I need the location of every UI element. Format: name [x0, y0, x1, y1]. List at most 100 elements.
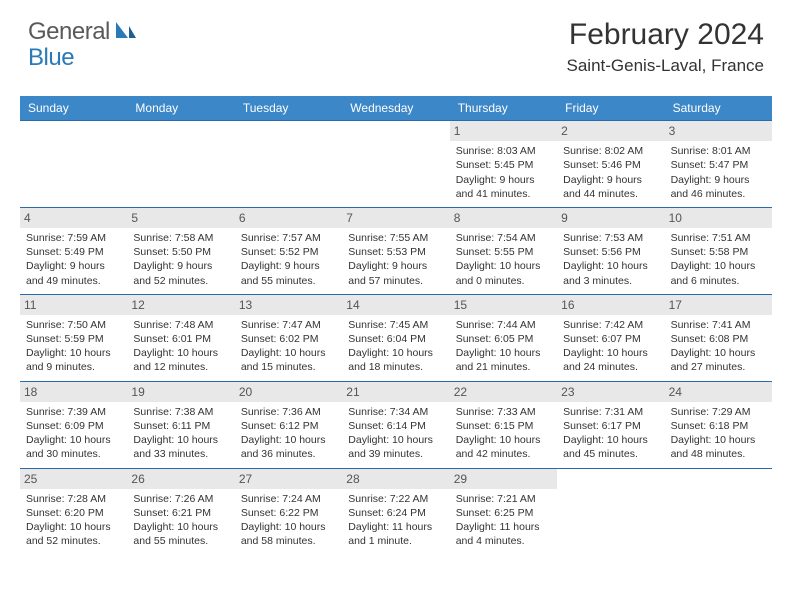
- calendar-empty-cell: [127, 120, 234, 207]
- month-title: February 2024: [567, 18, 764, 52]
- day-details: Sunrise: 7:22 AMSunset: 6:24 PMDaylight:…: [346, 492, 445, 549]
- location-subtitle: Saint-Genis-Laval, France: [567, 56, 764, 76]
- calendar-day-cell: 4Sunrise: 7:59 AMSunset: 5:49 PMDaylight…: [20, 207, 127, 294]
- day-details: Sunrise: 7:38 AMSunset: 6:11 PMDaylight:…: [131, 405, 230, 462]
- calendar-day-cell: 18 Sunrise: 7:39 AMSunset: 6:09 PMDayligh…: [20, 381, 127, 468]
- calendar-day-cell: 19 Sunrise: 7:38 AMSunset: 6:11 PMDayligh…: [127, 381, 234, 468]
- weekday-header-cell: Monday: [127, 96, 234, 120]
- calendar-day-cell: 28 Sunrise: 7:22 AMSunset: 6:24 PMDayligh…: [342, 468, 449, 555]
- calendar-day-cell: 8 Sunrise: 7:54 AMSunset: 5:55 PMDaylight…: [450, 207, 557, 294]
- weekday-header-cell: Friday: [557, 96, 664, 120]
- day-number: 14: [342, 295, 449, 315]
- day-number: 17: [665, 295, 772, 315]
- calendar-day-cell: 7 Sunrise: 7:55 AMSunset: 5:53 PMDaylight…: [342, 207, 449, 294]
- day-number: 22: [450, 382, 557, 402]
- calendar-body: 1 Sunrise: 8:03 AMSunset: 5:45 PMDaylight…: [20, 120, 772, 554]
- day-number: 16: [557, 295, 664, 315]
- calendar-day-cell: 22 Sunrise: 7:33 AMSunset: 6:15 PMDayligh…: [450, 381, 557, 468]
- day-details: Sunrise: 7:54 AMSunset: 5:55 PMDaylight:…: [454, 231, 553, 288]
- logo-sail-icon: [114, 20, 136, 45]
- calendar-day-cell: 12 Sunrise: 7:48 AMSunset: 6:01 PMDayligh…: [127, 294, 234, 381]
- day-details: Sunrise: 7:44 AMSunset: 6:05 PMDaylight:…: [454, 318, 553, 375]
- logo-text-blue: Blue: [28, 44, 74, 71]
- day-details: Sunrise: 7:57 AMSunset: 5:52 PMDaylight:…: [239, 231, 338, 288]
- calendar-day-cell: 21 Sunrise: 7:34 AMSunset: 6:14 PMDayligh…: [342, 381, 449, 468]
- day-details: Sunrise: 7:29 AMSunset: 6:18 PMDaylight:…: [669, 405, 768, 462]
- day-details: Sunrise: 7:47 AMSunset: 6:02 PMDaylight:…: [239, 318, 338, 375]
- day-number: 15: [450, 295, 557, 315]
- calendar-empty-cell: [665, 468, 772, 555]
- calendar-day-cell: 5Sunrise: 7:58 AMSunset: 5:50 PMDaylight…: [127, 207, 234, 294]
- day-number: 19: [127, 382, 234, 402]
- weekday-header-cell: Tuesday: [235, 96, 342, 120]
- day-details: Sunrise: 7:45 AMSunset: 6:04 PMDaylight:…: [346, 318, 445, 375]
- calendar-day-cell: 3 Sunrise: 8:01 AMSunset: 5:47 PMDaylight…: [665, 120, 772, 207]
- day-details: Sunrise: 7:41 AMSunset: 6:08 PMDaylight:…: [669, 318, 768, 375]
- calendar-empty-cell: [557, 468, 664, 555]
- day-number: 29: [450, 469, 557, 489]
- day-number: 28: [342, 469, 449, 489]
- day-number: 8: [450, 208, 557, 228]
- day-number: 12: [127, 295, 234, 315]
- calendar-day-cell: 27 Sunrise: 7:24 AMSunset: 6:22 PMDayligh…: [235, 468, 342, 555]
- day-details: Sunrise: 7:21 AMSunset: 6:25 PMDaylight:…: [454, 492, 553, 549]
- day-number: 18: [20, 382, 127, 402]
- calendar-weekday-header: SundayMondayTuesdayWednesdayThursdayFrid…: [20, 96, 772, 120]
- logo-blue-line: Blue: [28, 44, 74, 72]
- weekday-header-cell: Saturday: [665, 96, 772, 120]
- logo: General: [28, 18, 138, 46]
- calendar-day-cell: 13 Sunrise: 7:47 AMSunset: 6:02 PMDayligh…: [235, 294, 342, 381]
- day-number: 2: [557, 121, 664, 141]
- day-number: 27: [235, 469, 342, 489]
- calendar-day-cell: 1 Sunrise: 8:03 AMSunset: 5:45 PMDaylight…: [450, 120, 557, 207]
- day-number: 20: [235, 382, 342, 402]
- calendar-empty-cell: [342, 120, 449, 207]
- title-block: February 2024 Saint-Genis-Laval, France: [567, 18, 764, 76]
- calendar-day-cell: 14 Sunrise: 7:45 AMSunset: 6:04 PMDayligh…: [342, 294, 449, 381]
- day-number: 6: [235, 208, 342, 228]
- day-details: Sunrise: 7:36 AMSunset: 6:12 PMDaylight:…: [239, 405, 338, 462]
- day-number: 5: [127, 208, 234, 228]
- calendar-day-cell: 10Sunrise: 7:51 AMSunset: 5:58 PMDayligh…: [665, 207, 772, 294]
- calendar-day-cell: 20 Sunrise: 7:36 AMSunset: 6:12 PMDayligh…: [235, 381, 342, 468]
- day-number: 13: [235, 295, 342, 315]
- day-number: 23: [557, 382, 664, 402]
- calendar-day-cell: 17 Sunrise: 7:41 AMSunset: 6:08 PMDayligh…: [665, 294, 772, 381]
- calendar-day-cell: 9 Sunrise: 7:53 AMSunset: 5:56 PMDaylight…: [557, 207, 664, 294]
- calendar-day-cell: 2Sunrise: 8:02 AMSunset: 5:46 PMDaylight…: [557, 120, 664, 207]
- weekday-header-cell: Sunday: [20, 96, 127, 120]
- day-details: Sunrise: 7:34 AMSunset: 6:14 PMDaylight:…: [346, 405, 445, 462]
- weekday-header-cell: Wednesday: [342, 96, 449, 120]
- day-details: Sunrise: 7:53 AMSunset: 5:56 PMDaylight:…: [561, 231, 660, 288]
- day-number: 3: [665, 121, 772, 141]
- day-number: 11: [20, 295, 127, 315]
- day-details: Sunrise: 7:48 AMSunset: 6:01 PMDaylight:…: [131, 318, 230, 375]
- day-details: Sunrise: 7:31 AMSunset: 6:17 PMDaylight:…: [561, 405, 660, 462]
- day-details: Sunrise: 7:28 AMSunset: 6:20 PMDaylight:…: [24, 492, 123, 549]
- calendar-day-cell: 29 Sunrise: 7:21 AMSunset: 6:25 PMDayligh…: [450, 468, 557, 555]
- day-number: 24: [665, 382, 772, 402]
- day-number: 26: [127, 469, 234, 489]
- day-details: Sunrise: 7:59 AMSunset: 5:49 PMDaylight:…: [24, 231, 123, 288]
- weekday-header-cell: Thursday: [450, 96, 557, 120]
- day-number: 9: [557, 208, 664, 228]
- day-details: Sunrise: 7:55 AMSunset: 5:53 PMDaylight:…: [346, 231, 445, 288]
- day-details: Sunrise: 7:33 AMSunset: 6:15 PMDaylight:…: [454, 405, 553, 462]
- day-number: 1: [450, 121, 557, 141]
- day-details: Sunrise: 7:50 AMSunset: 5:59 PMDaylight:…: [24, 318, 123, 375]
- day-number: 7: [342, 208, 449, 228]
- day-number: 21: [342, 382, 449, 402]
- calendar-empty-cell: [20, 120, 127, 207]
- day-details: Sunrise: 8:03 AMSunset: 5:45 PMDaylight:…: [454, 144, 553, 201]
- calendar-day-cell: 6 Sunrise: 7:57 AMSunset: 5:52 PMDaylight…: [235, 207, 342, 294]
- day-details: Sunrise: 7:24 AMSunset: 6:22 PMDaylight:…: [239, 492, 338, 549]
- day-details: Sunrise: 7:26 AMSunset: 6:21 PMDaylight:…: [131, 492, 230, 549]
- calendar-day-cell: 23 Sunrise: 7:31 AMSunset: 6:17 PMDayligh…: [557, 381, 664, 468]
- calendar-day-cell: 26 Sunrise: 7:26 AMSunset: 6:21 PMDayligh…: [127, 468, 234, 555]
- calendar-day-cell: 15 Sunrise: 7:44 AMSunset: 6:05 PMDayligh…: [450, 294, 557, 381]
- day-number: 25: [20, 469, 127, 489]
- day-details: Sunrise: 7:42 AMSunset: 6:07 PMDaylight:…: [561, 318, 660, 375]
- day-details: Sunrise: 8:01 AMSunset: 5:47 PMDaylight:…: [669, 144, 768, 201]
- logo-text-general: General: [28, 18, 110, 46]
- day-details: Sunrise: 7:39 AMSunset: 6:09 PMDaylight:…: [24, 405, 123, 462]
